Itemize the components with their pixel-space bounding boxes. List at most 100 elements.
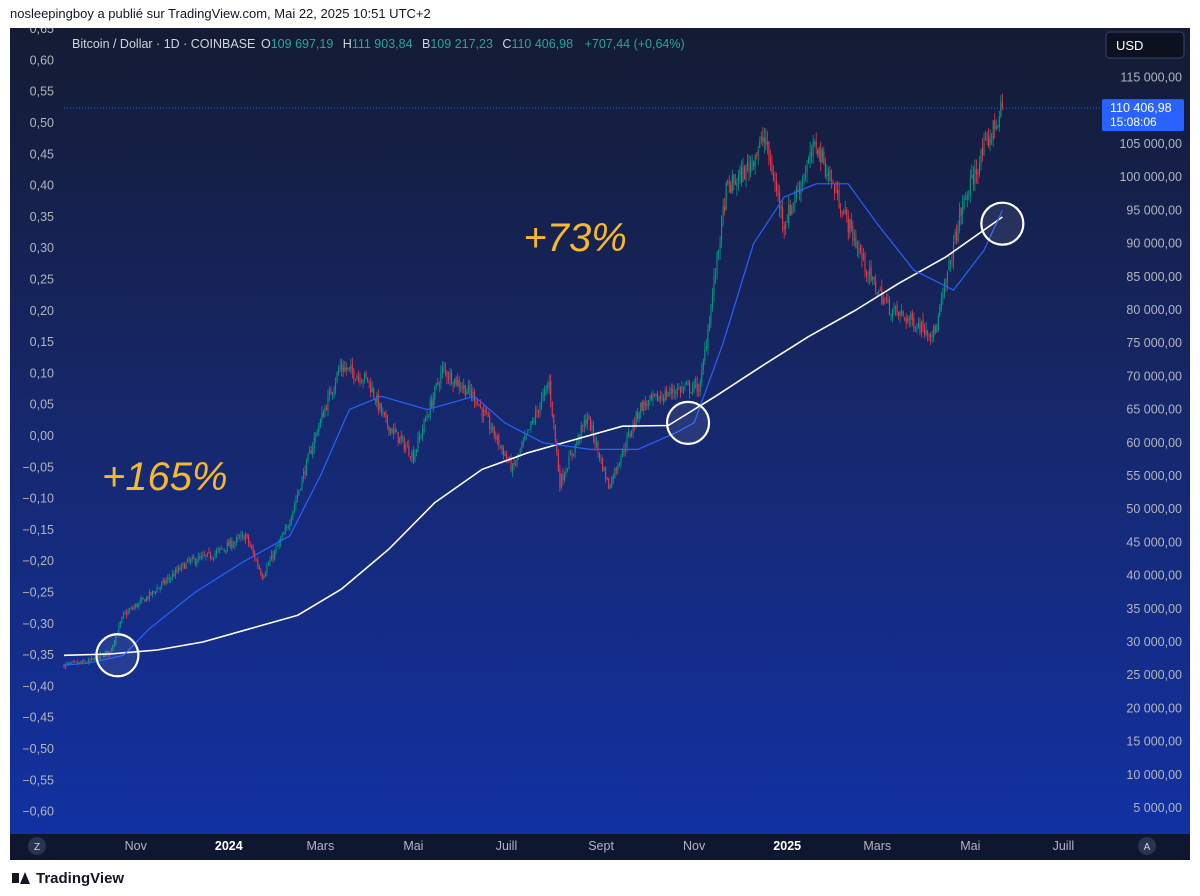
candle-body <box>919 323 921 332</box>
candle-body <box>837 189 839 195</box>
candle-body <box>772 173 775 181</box>
candle-body <box>402 438 404 439</box>
candle-body <box>258 566 260 570</box>
candle-body <box>835 191 837 193</box>
currency-button-bg[interactable] <box>1105 31 1185 59</box>
candle-body <box>536 410 538 412</box>
candle-body <box>719 242 721 251</box>
right-axis-tick-label: 40 000,00 <box>1126 569 1182 583</box>
candle-body <box>730 184 732 193</box>
candle-body <box>190 559 192 562</box>
candle-body <box>957 225 959 242</box>
left-axis-tick-label: −0,05 <box>22 460 54 474</box>
candle-body <box>904 317 906 319</box>
candle-body <box>121 617 123 623</box>
axis-button-right[interactable]: A <box>1144 842 1151 853</box>
candle-body <box>797 190 799 192</box>
candle-body <box>196 561 198 565</box>
candle-body <box>486 413 488 415</box>
candle-body <box>640 402 642 414</box>
candle-body <box>634 423 636 425</box>
candle-body <box>777 191 779 194</box>
candle-body <box>948 261 950 271</box>
right-axis[interactable]: 5 000,00 10 000,00 15 000,00 20 000,00 25 00… <box>1119 71 1182 815</box>
candle-body <box>849 218 851 234</box>
candle-body <box>969 178 971 196</box>
candle-body <box>660 396 662 399</box>
candle-body <box>391 428 393 434</box>
candle-body <box>533 421 535 422</box>
candle-body <box>339 365 341 369</box>
candle-body <box>437 382 439 385</box>
candle-body <box>458 379 460 388</box>
candle-body <box>420 436 422 438</box>
price-tag: 110 406,98 15:08:06 <box>1102 99 1184 132</box>
candle-body <box>850 218 852 228</box>
candle-body <box>170 578 172 580</box>
candle-body <box>600 458 602 460</box>
candle-body <box>573 453 575 456</box>
candle-body <box>742 167 744 182</box>
candle-body <box>112 645 114 651</box>
candle-body <box>135 604 137 608</box>
candle-body <box>188 559 190 561</box>
candle-body <box>77 662 79 664</box>
candle-body <box>141 598 143 602</box>
candle-body <box>981 147 984 156</box>
candle-body <box>354 379 356 381</box>
candle-body <box>263 575 265 579</box>
right-axis-tick-label: 55 000,00 <box>1126 469 1182 483</box>
candle-body <box>446 371 448 378</box>
candle-body <box>689 382 691 393</box>
candle-body <box>80 661 82 663</box>
candle-body <box>359 376 361 383</box>
currency-button[interactable]: USD <box>1116 38 1143 53</box>
candle-body <box>899 311 901 316</box>
candle-body <box>943 283 945 294</box>
right-axis-tick-label: 70 000,00 <box>1126 369 1182 383</box>
candle-body <box>371 388 373 393</box>
candle-body <box>412 451 414 462</box>
candle-body <box>295 499 297 505</box>
candle-body <box>579 435 581 439</box>
candle-body <box>582 425 584 426</box>
candle-body <box>206 552 208 557</box>
candle-body <box>980 150 982 165</box>
candle-body <box>417 437 419 451</box>
chart-canvas[interactable]: +165%+73% 0,650,600,550,500,450,400,350,… <box>10 28 1190 860</box>
candle-body <box>864 253 866 271</box>
candle-body <box>148 592 150 599</box>
candle-body <box>71 662 73 664</box>
chart-frame[interactable]: +165% +73% 0,65 0,60 0,55 0,50 0,45 0,40 0,35 0,… <box>10 28 1190 860</box>
candle-body <box>809 151 811 161</box>
candle-body <box>318 425 320 433</box>
candle-body <box>801 181 804 183</box>
candle-body <box>252 548 254 553</box>
axis-button-left-bg[interactable] <box>28 837 46 855</box>
candle-body <box>155 592 157 594</box>
candle-body <box>460 387 462 389</box>
candle-body <box>951 260 953 262</box>
candle-body <box>852 226 854 241</box>
candle-body <box>866 271 868 276</box>
candle-body <box>199 556 201 558</box>
candle-body <box>332 392 334 396</box>
candle-body <box>901 312 903 314</box>
candle-body <box>338 370 340 373</box>
candle-body <box>920 321 923 333</box>
candle-body <box>249 543 251 547</box>
legend-h-value: 111 903,84 <box>352 37 413 51</box>
candle-body <box>177 567 179 572</box>
candle-body <box>942 294 944 299</box>
candle-body <box>713 277 715 296</box>
candle-body <box>257 560 259 567</box>
candle-body <box>481 407 483 417</box>
candle-body <box>147 596 149 599</box>
price-tag-bg <box>1102 99 1184 132</box>
axis-button-right-bg[interactable] <box>1138 837 1156 855</box>
candle-body <box>751 159 753 163</box>
axis-button-left[interactable]: Z <box>34 842 40 853</box>
plot-area[interactable]: +165% +73% <box>63 93 1102 678</box>
candle-body <box>975 169 977 174</box>
candle-body <box>69 663 71 665</box>
